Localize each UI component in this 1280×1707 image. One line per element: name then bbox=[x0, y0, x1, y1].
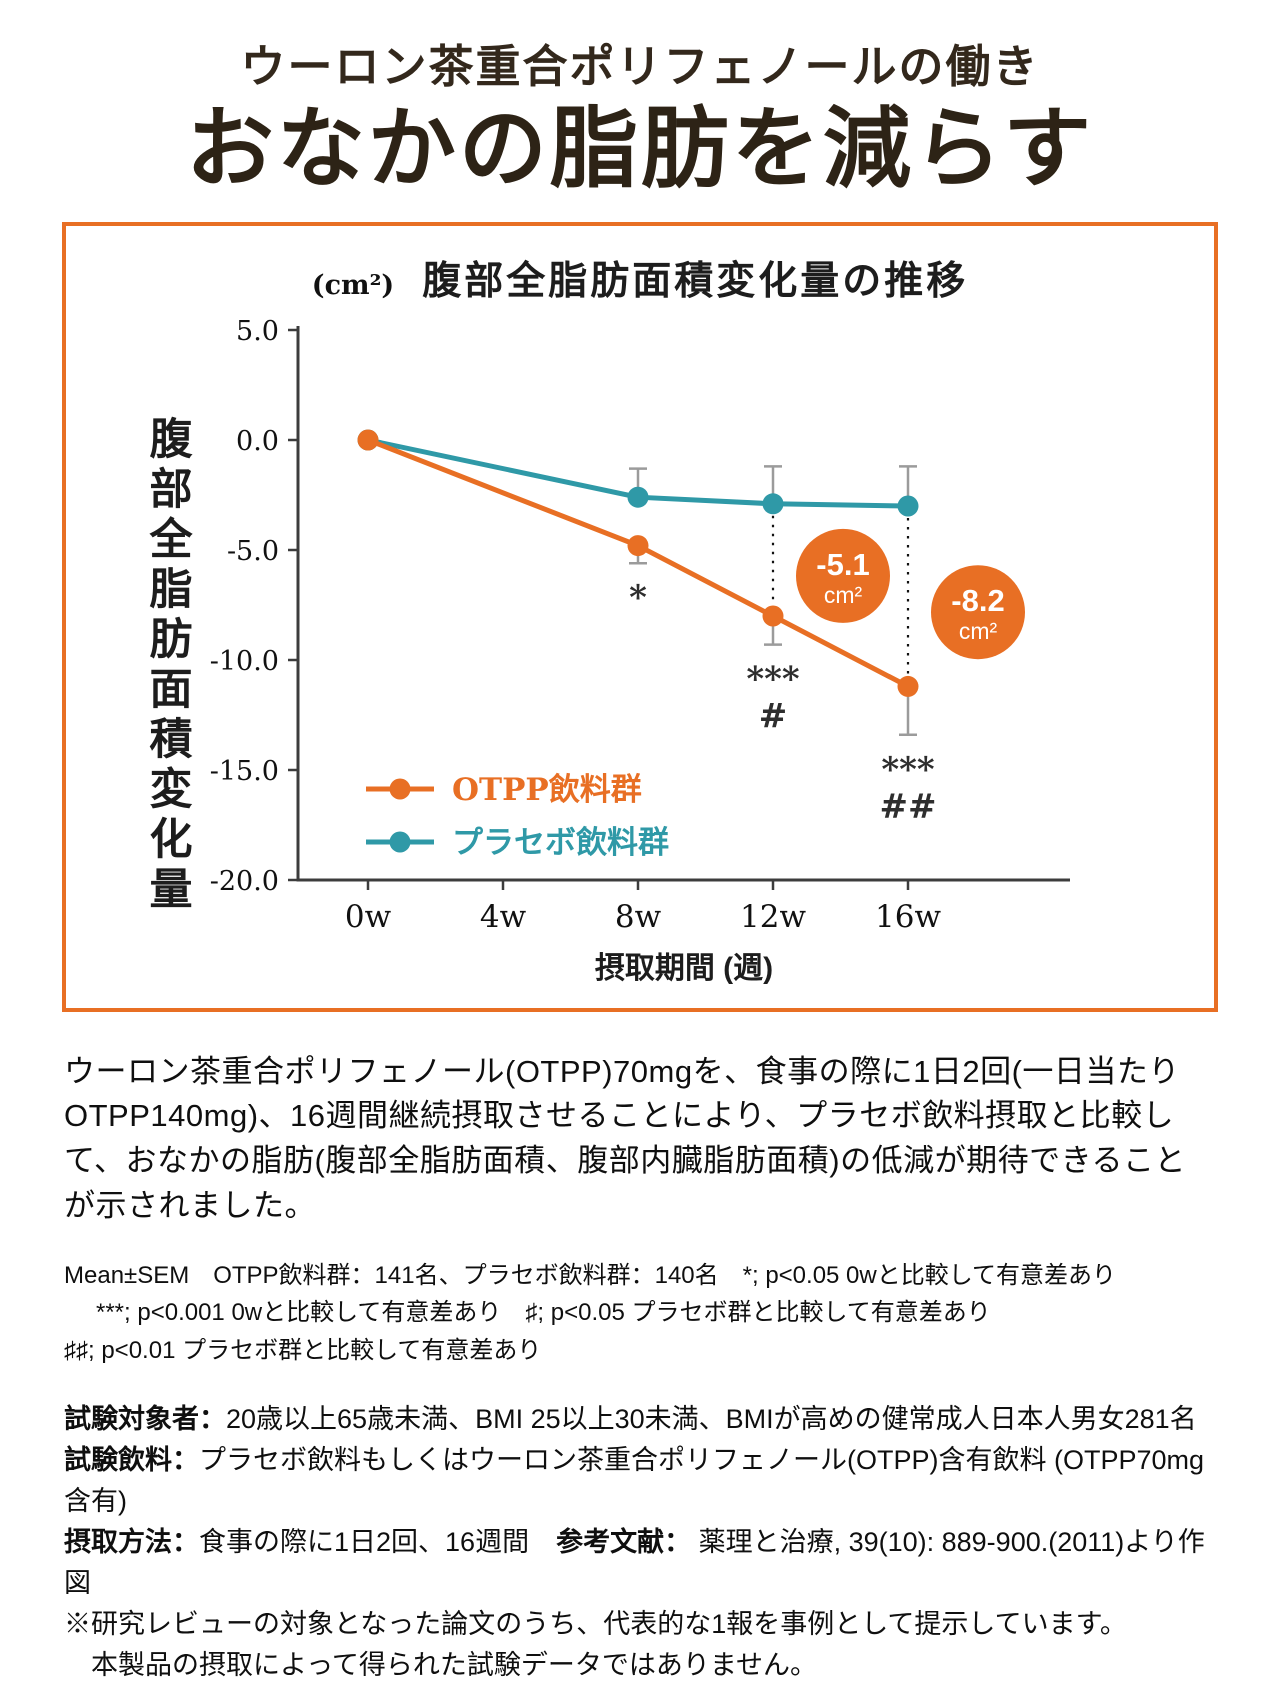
svg-text:5.0: 5.0 bbox=[236, 316, 279, 347]
svg-text:8w: 8w bbox=[615, 899, 662, 935]
page-header: ウーロン茶重合ポリフェノールの働き おなかの脂肪を減らす bbox=[0, 0, 1280, 198]
chart-panel: (cm²) 腹部全脂肪面積変化量の推移 腹部全脂肪面積変化量 5.0 0.0 -5.… bbox=[62, 221, 1218, 1012]
stats-note-line: ♯♯; p<0.01 プラセボ群と比較して有意差あり bbox=[64, 1336, 542, 1364]
svg-text:-5.1: -5.1 bbox=[816, 546, 869, 581]
trial-info: 試験対象者：20歳以上65歳未満、BMI 25以上30未満、BMIが高めの健常成… bbox=[64, 1399, 1216, 1686]
svg-text:-5.0: -5.0 bbox=[227, 536, 279, 567]
svg-text:4w: 4w bbox=[480, 899, 527, 935]
svg-text:プラセボ飲料群: プラセボ飲料群 bbox=[452, 825, 669, 861]
trial-info-row: 摂取方法：食事の際に1日2回、16週間 参考文献： 薬理と治療, 39(10):… bbox=[64, 1526, 1205, 1598]
trial-info-row: 試験対象者：20歳以上65歳未満、BMI 25以上30未満、BMIが高めの健常成… bbox=[64, 1403, 1197, 1434]
svg-text:0.0: 0.0 bbox=[236, 426, 279, 457]
line-chart: 5.0 0.0 -5.0 -10.0 -15.0 -20.0 0w 4w 8w 12w 16w 摂取期… bbox=[210, 316, 1070, 985]
svg-text:摂取期間 (週): 摂取期間 (週) bbox=[595, 952, 773, 985]
svg-text:##: ## bbox=[880, 786, 937, 826]
svg-text:-8.2: -8.2 bbox=[951, 583, 1004, 618]
stats-note-line: ***; p<0.001 0wと比較して有意差あり ♯; p<0.05 プラセボ… bbox=[96, 1299, 991, 1327]
trial-info-row: ※研究レビューの対象となった論文のうち、代表的な1報を事例として提示しています。 bbox=[64, 1609, 1127, 1640]
svg-text:***: *** bbox=[881, 749, 935, 789]
svg-text:cm²: cm² bbox=[824, 581, 863, 607]
svg-text:#: # bbox=[759, 696, 788, 736]
svg-text:-20.0: -20.0 bbox=[210, 866, 279, 897]
chart-title-row: (cm²) 腹部全脂肪面積変化量の推移 bbox=[66, 250, 1214, 306]
trial-info-row: 試験飲料：プラセボ飲料もしくはウーロン茶重合ポリフェノール(OTPP)含有飲料 … bbox=[64, 1444, 1205, 1516]
svg-text:12w: 12w bbox=[740, 899, 806, 935]
description-paragraph: ウーロン茶重合ポリフェノール(OTPP)70mgを、食事の際に1日2回(一日当た… bbox=[64, 1053, 1186, 1224]
chart-area: 腹部全脂肪面積変化量 5.0 0.0 -5.0 -10.0 -15.0 -20.0 0w 4w… bbox=[66, 310, 1214, 990]
stats-note-line: Mean±SEM OTPP飲料群：141名、プラセボ飲料群：140名 *; p<… bbox=[64, 1262, 1117, 1290]
svg-text:-15.0: -15.0 bbox=[210, 756, 279, 787]
svg-text:*: * bbox=[629, 578, 647, 618]
svg-text:***: *** bbox=[746, 659, 800, 699]
trial-info-row: 本製品の摂取によって得られた試験データではありません。 bbox=[64, 1650, 818, 1681]
chart-title: 腹部全脂肪面積変化量の推移 bbox=[422, 257, 969, 304]
stats-notes: Mean±SEM OTPP飲料群：141名、プラセボ飲料群：140名 *; p<… bbox=[64, 1257, 1216, 1369]
svg-text:0w: 0w bbox=[345, 899, 392, 935]
page-subtitle: ウーロン茶重合ポリフェノールの働き bbox=[240, 40, 1040, 93]
page-title: おなかの脂肪を減らす bbox=[185, 96, 1095, 200]
y-axis-unit-label: (cm²) bbox=[311, 269, 395, 301]
svg-text:cm²: cm² bbox=[959, 618, 998, 644]
svg-text:-10.0: -10.0 bbox=[210, 646, 279, 677]
svg-text:OTPP飲料群: OTPP飲料群 bbox=[452, 772, 642, 808]
y-axis-label: 腹部全脂肪面積変化量 bbox=[142, 415, 192, 916]
svg-text:16w: 16w bbox=[875, 899, 941, 935]
